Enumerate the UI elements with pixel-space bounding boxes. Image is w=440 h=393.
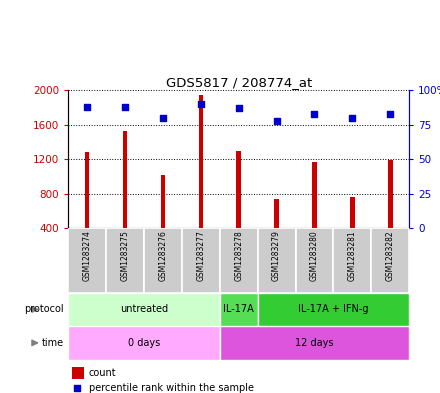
Text: GSM1283282: GSM1283282 — [386, 230, 395, 281]
Point — [159, 115, 166, 121]
Point — [387, 111, 394, 117]
Bar — [144, 228, 182, 293]
Text: GSM1283278: GSM1283278 — [234, 230, 243, 281]
Bar — [350, 197, 355, 228]
Bar — [258, 228, 296, 293]
Point — [349, 115, 356, 121]
Text: untreated: untreated — [120, 305, 168, 314]
Bar — [123, 131, 127, 228]
Bar — [258, 293, 409, 326]
Bar — [274, 199, 279, 228]
Point — [121, 104, 128, 110]
Text: percentile rank within the sample: percentile rank within the sample — [89, 382, 253, 393]
Bar — [106, 228, 144, 293]
Text: GSM1283276: GSM1283276 — [158, 230, 168, 281]
Text: protocol: protocol — [24, 305, 64, 314]
Bar — [161, 174, 165, 228]
Text: IL-17A: IL-17A — [224, 305, 254, 314]
Point — [84, 104, 91, 110]
Text: GSM1283277: GSM1283277 — [196, 230, 205, 281]
Bar — [182, 228, 220, 293]
Bar — [371, 228, 409, 293]
Title: GDS5817 / 208774_at: GDS5817 / 208774_at — [165, 76, 312, 89]
Bar — [236, 151, 241, 228]
Bar — [388, 160, 392, 228]
Bar — [312, 162, 317, 228]
Text: GSM1283275: GSM1283275 — [121, 230, 129, 281]
Bar — [334, 228, 371, 293]
Bar — [220, 326, 409, 360]
Bar — [68, 228, 106, 293]
Text: count: count — [89, 368, 116, 378]
Text: GSM1283274: GSM1283274 — [83, 230, 92, 281]
Bar — [296, 228, 334, 293]
Point — [74, 384, 81, 391]
Point — [235, 105, 242, 112]
Text: GSM1283281: GSM1283281 — [348, 230, 357, 281]
Bar — [68, 326, 220, 360]
Point — [273, 118, 280, 124]
Point — [197, 101, 204, 107]
Point — [311, 111, 318, 117]
Text: GSM1283279: GSM1283279 — [272, 230, 281, 281]
Text: time: time — [42, 338, 64, 348]
Text: 0 days: 0 days — [128, 338, 160, 348]
Bar — [220, 293, 258, 326]
Bar — [72, 367, 84, 378]
Bar — [220, 228, 258, 293]
Text: IL-17A + IFN-g: IL-17A + IFN-g — [298, 305, 369, 314]
Text: GSM1283280: GSM1283280 — [310, 230, 319, 281]
Bar — [198, 95, 203, 228]
Text: 12 days: 12 days — [295, 338, 334, 348]
Bar — [85, 152, 89, 228]
Bar — [68, 293, 220, 326]
